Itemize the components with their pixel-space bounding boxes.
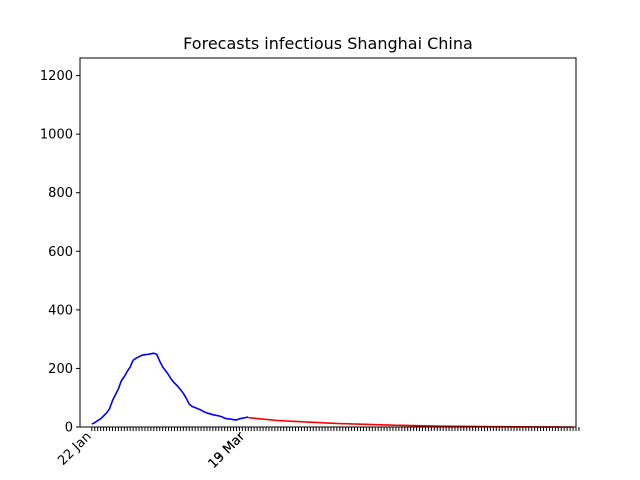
y-tick-label: 600 <box>48 245 73 260</box>
observed-line <box>91 352 249 425</box>
y-tick-label: 1200 <box>40 69 73 84</box>
y-tick-label: 0 <box>65 421 73 436</box>
chart-title: Forecasts infectious Shanghai China <box>183 34 473 53</box>
x-tick-label: 22 Jan <box>55 429 94 468</box>
x-tick-label: 19 Mar <box>206 429 249 472</box>
forecast-line <box>248 416 574 428</box>
plot-frame <box>79 57 577 428</box>
y-axis: 0 200 400 600 800 1000 1200 <box>40 69 80 436</box>
x-minor-ticks <box>91 427 580 431</box>
plot-series <box>91 352 574 428</box>
y-tick-label: 1000 <box>40 128 73 143</box>
y-tick-label: 400 <box>48 303 73 318</box>
y-tick-label: 200 <box>48 362 73 377</box>
y-tick-label: 800 <box>48 186 73 201</box>
